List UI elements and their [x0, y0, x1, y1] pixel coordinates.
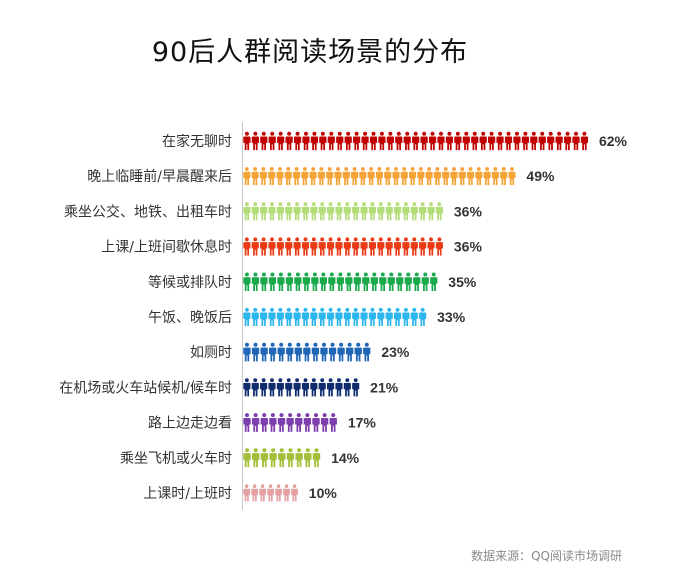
bar: [243, 167, 516, 186]
category-label: 如厕时: [190, 345, 232, 361]
category-label: 上课/上班间歇休息时: [101, 239, 232, 256]
bar: [243, 307, 427, 327]
bar: [243, 272, 438, 291]
bar: [243, 378, 360, 397]
category-label: 乘坐飞机或火车时: [120, 450, 232, 467]
category-label: 路上边走边看: [148, 416, 232, 432]
data-label: 10%: [309, 485, 338, 501]
bar: [243, 413, 337, 432]
data-label: 17%: [348, 415, 377, 431]
category-label: 晚上临睡前/早晨醒来后: [87, 168, 232, 185]
data-label: 49%: [526, 168, 555, 184]
bar: [243, 484, 298, 502]
data-label: 33%: [437, 309, 466, 325]
bar: [243, 202, 443, 221]
data-label: 23%: [381, 344, 410, 360]
bar: [243, 448, 321, 468]
category-label: 在家无聊时: [162, 133, 232, 150]
bar: [243, 131, 589, 151]
data-label: 36%: [454, 203, 483, 219]
data-label: 14%: [331, 450, 360, 466]
category-label: 等候或排队时: [148, 274, 232, 291]
bar: [243, 342, 371, 362]
data-label: 62%: [599, 133, 628, 149]
data-label: 36%: [454, 239, 483, 255]
category-label: 在机场或火车站候机/候车时: [59, 379, 232, 396]
category-label: 上课时/上班时: [143, 486, 232, 502]
category-label: 乘坐公交、地铁、出租车时: [64, 203, 232, 220]
category-label: 午饭、晚饭后: [148, 310, 232, 326]
chart-title: 90后人群阅读场景的分布: [151, 37, 469, 68]
data-label: 21%: [370, 379, 399, 395]
data-label: 35%: [448, 274, 477, 290]
source-note: 数据来源：QQ阅读市场调研: [471, 549, 622, 563]
bar: [243, 237, 443, 256]
